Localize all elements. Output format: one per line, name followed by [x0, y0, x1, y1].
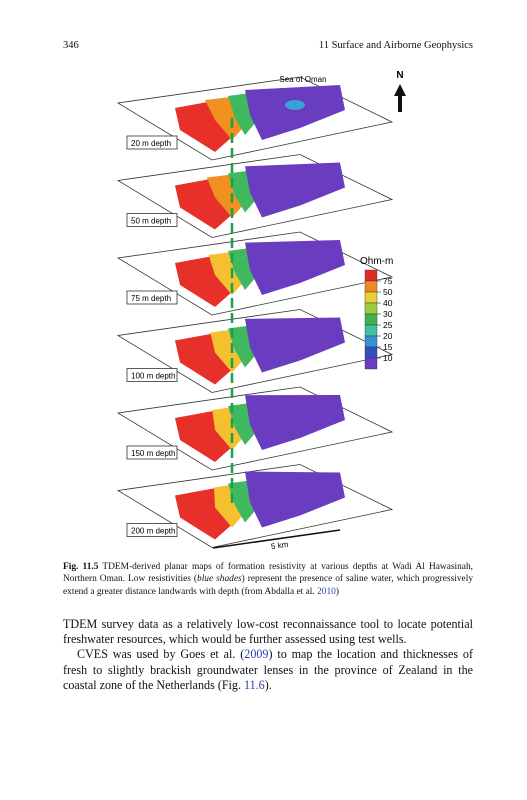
text: ). — [264, 677, 272, 692]
legend-label: 15 — [383, 342, 393, 352]
saline-zone — [245, 395, 345, 450]
citation-link[interactable]: 2009 — [244, 647, 269, 662]
depth-label: 20 m depth — [131, 139, 171, 148]
label-box — [126, 290, 178, 305]
depth-slice: 100 m depth — [116, 309, 394, 393]
legend-swatch — [364, 269, 378, 282]
legend-label: 10 — [383, 353, 393, 363]
running-title: 11 Surface and Airborne Geophysics — [318, 40, 473, 51]
label-box — [126, 213, 178, 227]
legend-label: 30 — [383, 309, 393, 319]
depth-label: 150 m depth — [131, 449, 175, 458]
figure: 20 m depth 50 m depth 75 m depth 100 m dept… — [116, 70, 406, 551]
text: CVES was used by Goes et al. ( — [77, 647, 245, 662]
page-number: 346 — [63, 40, 79, 51]
depth-slice: 200 m depth — [116, 464, 394, 548]
legend-swatch — [364, 313, 378, 326]
caption-text: ) represent the presence of saline water… — [63, 574, 474, 597]
scale-bar — [212, 529, 341, 549]
caption-emphasis: blue shades — [197, 574, 242, 585]
label-box — [126, 368, 178, 382]
depth-label: 200 m depth — [131, 527, 175, 536]
legend-label: 25 — [383, 320, 393, 330]
north-arrow — [394, 84, 406, 112]
text: ) to map the location and thicknesses of… — [63, 647, 473, 692]
caption-text: TDEM-derived planar maps of formation re… — [63, 562, 473, 585]
paragraph: CVES was used by Goes et al. (2009) to m… — [63, 647, 473, 693]
figure-link[interactable]: 11.6 — [244, 677, 265, 692]
legend-label: 20 — [383, 331, 393, 341]
sea-label: Sea of Oman — [279, 75, 326, 84]
citation-link[interactable]: 2010 — [317, 586, 336, 597]
saline-zone — [245, 317, 345, 373]
depth-label: 100 m depth — [131, 372, 175, 381]
legend-label: 40 — [383, 298, 393, 308]
paragraph: TDEM survey data as a relatively low-cos… — [63, 617, 473, 647]
saline-zone — [245, 162, 345, 218]
depth-slice: 20 m depth — [116, 76, 394, 161]
legend-swatch — [364, 335, 378, 348]
low-zone — [285, 100, 305, 110]
depth-label: 50 m depth — [131, 217, 171, 226]
north-label: N — [396, 70, 403, 81]
legend-label: 50 — [383, 287, 393, 297]
scale-label: 5 km — [270, 540, 289, 551]
legend-swatch — [364, 346, 378, 359]
label-box — [126, 523, 178, 537]
depth-slice: 50 m depth — [116, 154, 394, 238]
legend-swatch — [364, 302, 378, 315]
caption-text: ) — [335, 586, 339, 597]
caption-label: Fig. 11.5 — [63, 562, 99, 572]
legend-label: 75 — [383, 276, 393, 286]
saline-zone — [245, 85, 345, 140]
legend-swatch — [364, 291, 378, 304]
planes: 20 m depth 50 m depth 75 m depth 100 m dept… — [116, 76, 394, 548]
saline-zone — [245, 471, 345, 528]
legend-swatch — [364, 280, 378, 293]
depth-slice: 75 m depth — [116, 231, 394, 316]
body-text: TDEM survey data as a relatively low-cos… — [63, 617, 473, 693]
depth-label: 75 m depth — [131, 294, 171, 303]
saline-zone — [245, 240, 345, 295]
label-box — [126, 445, 178, 460]
legend-title: Ohm-m — [360, 256, 393, 267]
legend-swatch — [364, 357, 378, 370]
caption: Fig. 11.5 TDEM-derived planar maps of fo… — [63, 561, 473, 598]
legend-swatch — [364, 324, 378, 337]
depth-slice: 150 m depth — [116, 386, 394, 471]
label-box — [126, 135, 178, 150]
